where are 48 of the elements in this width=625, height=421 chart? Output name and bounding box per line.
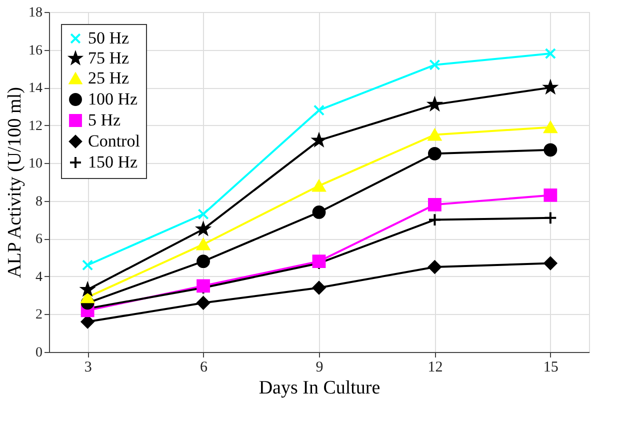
y-tick-label: 12 xyxy=(28,118,42,134)
y-tick-label: 0 xyxy=(36,346,42,360)
point xyxy=(544,143,558,157)
point xyxy=(313,104,325,116)
point xyxy=(428,213,442,226)
point xyxy=(544,48,556,60)
point xyxy=(544,256,558,270)
y-tick-label: 4 xyxy=(36,270,42,285)
y-axis-title: ALP Activity (U/100 ml) xyxy=(4,87,26,278)
legend-label: 25 Hz xyxy=(88,68,130,88)
point xyxy=(312,281,326,294)
point xyxy=(544,121,558,134)
point xyxy=(428,260,442,274)
legend-label: 75 Hz xyxy=(88,48,130,68)
x-tick-label: 9 xyxy=(316,360,324,376)
point xyxy=(80,291,94,304)
point xyxy=(196,254,210,268)
legend-label: Control xyxy=(88,132,140,150)
point xyxy=(428,198,442,212)
point xyxy=(80,315,94,328)
legend-label: 100 Hz xyxy=(88,90,138,108)
legend-label: 150 Hz xyxy=(88,152,138,172)
x-tick-label: 12 xyxy=(428,360,443,376)
point xyxy=(544,188,558,202)
y-tick-label: 6 xyxy=(36,232,42,248)
y-tick-label: 16 xyxy=(28,43,42,58)
x-tick-label: 15 xyxy=(543,360,558,376)
point xyxy=(428,146,442,160)
x-axis-title: Days In Culture xyxy=(258,378,380,398)
point xyxy=(82,260,94,271)
point xyxy=(428,98,442,110)
point xyxy=(544,211,558,225)
y-tick-label: 2 xyxy=(36,308,42,323)
x-tick-label: 6 xyxy=(200,360,208,376)
point xyxy=(312,206,326,219)
y-tick-label: 18 xyxy=(28,6,42,20)
legend-label: 50 Hz xyxy=(88,28,130,48)
legend-label: 5 Hz xyxy=(88,110,122,130)
point xyxy=(428,128,442,141)
x-tick-label: 3 xyxy=(84,360,92,376)
y-tick-label: 10 xyxy=(28,156,42,172)
point xyxy=(198,208,209,220)
point xyxy=(429,59,440,70)
y-tick-label: 14 xyxy=(28,81,42,96)
y-tick-label: 8 xyxy=(36,194,42,210)
point xyxy=(196,296,210,310)
point xyxy=(196,238,210,250)
point xyxy=(312,180,326,192)
